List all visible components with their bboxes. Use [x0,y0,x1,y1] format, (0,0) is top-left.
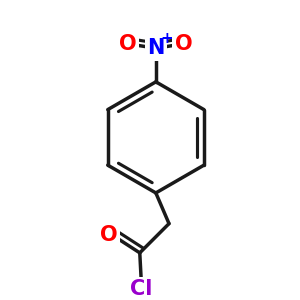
Text: +: + [160,31,173,46]
Text: O: O [100,225,118,245]
Text: N: N [147,38,164,58]
Text: O: O [119,34,137,54]
Text: Cl: Cl [130,279,152,299]
Text: O: O [175,34,192,54]
